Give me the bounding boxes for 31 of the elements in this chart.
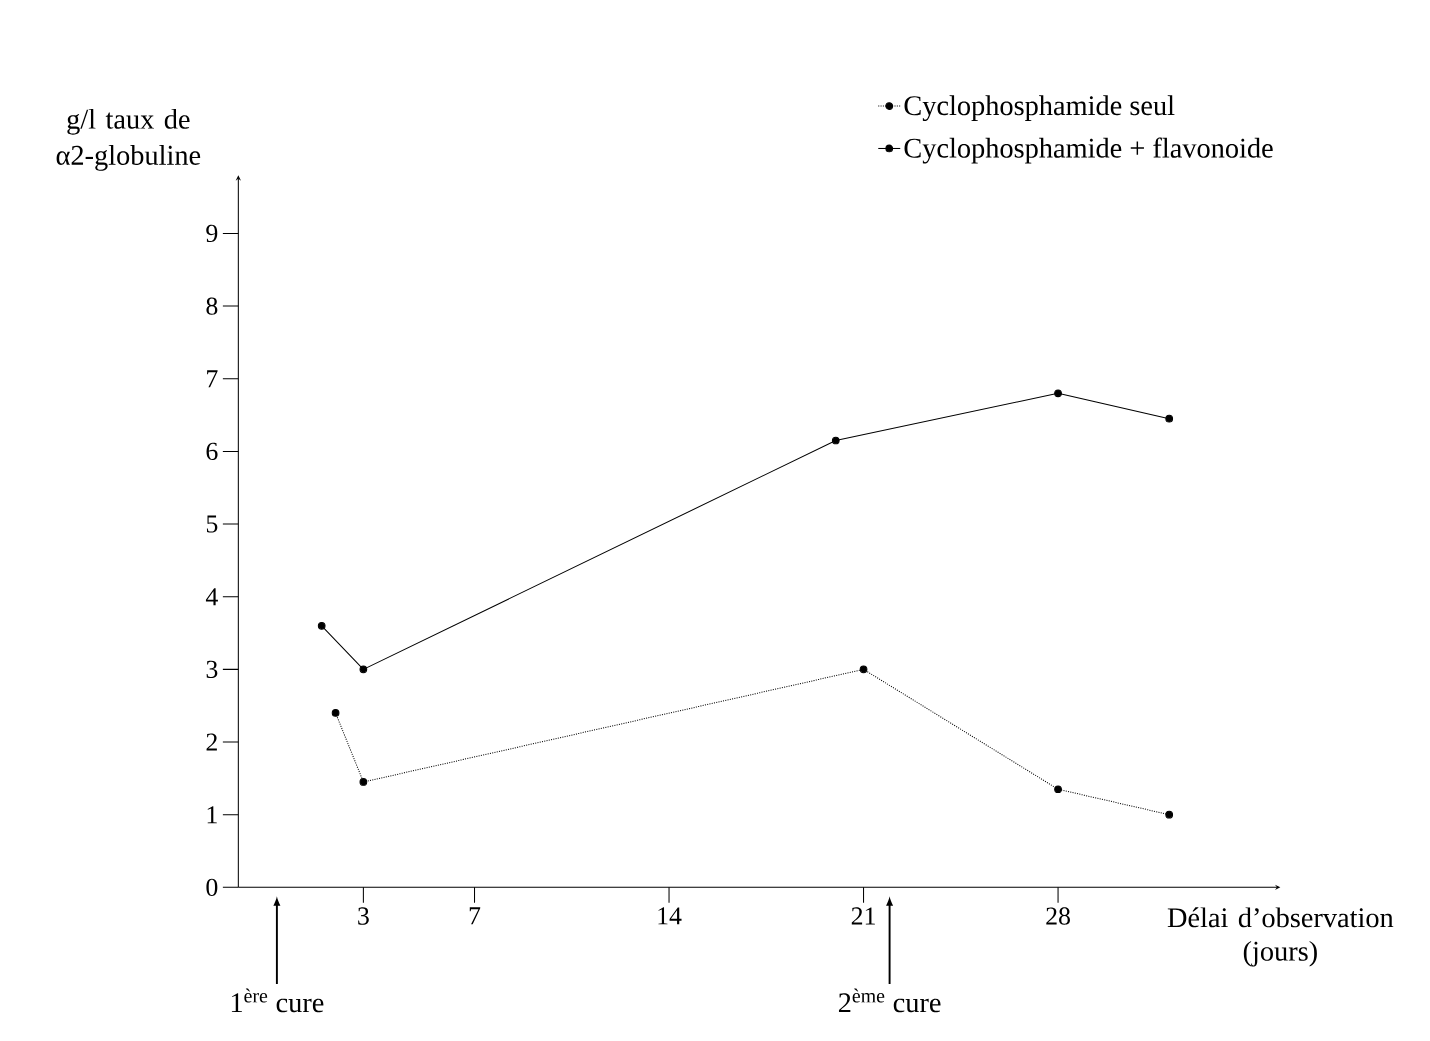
y-tick-label: 9 (206, 224, 218, 242)
y-axis-title: g/l taux de α2-globuline (56, 108, 201, 171)
y-tick-label: 8 (206, 297, 218, 315)
legend-label: Cyclophosphamide seul (904, 95, 1175, 121)
legend-label: Cyclophosphamide + flavonoide (904, 137, 1273, 164)
x-tick-label: 21 (851, 907, 875, 925)
y-tick-label: 6 (206, 442, 218, 460)
point (1054, 785, 1062, 793)
point (1165, 810, 1174, 819)
y-tick-label: 4 (205, 588, 218, 606)
x-axis-title: Délai d’observation (jours) (1167, 907, 1394, 967)
text: 2$^{ème}$ cure (838, 988, 941, 1013)
point (831, 436, 840, 445)
point (317, 621, 326, 630)
point (1054, 389, 1062, 397)
x-tick-label: 28 (1046, 907, 1070, 925)
text: 1$^{ère}$ cure (231, 988, 324, 1013)
y-tick-label: 1 (207, 806, 217, 824)
y-tick-label: 5 (206, 515, 218, 533)
point (331, 708, 340, 717)
y-tick-label: 2 (206, 733, 217, 751)
y-tick-label: 7 (207, 370, 218, 388)
point (359, 777, 368, 786)
point (1165, 414, 1174, 423)
x-tick-label: 14 (658, 907, 682, 925)
x-tick-label: 3 (358, 907, 369, 925)
y-tick-label: 3 (206, 660, 218, 678)
x-tick-label: 7 (469, 907, 481, 925)
y-tick-label: 0 (206, 878, 218, 896)
point (859, 665, 868, 674)
point (359, 665, 368, 674)
